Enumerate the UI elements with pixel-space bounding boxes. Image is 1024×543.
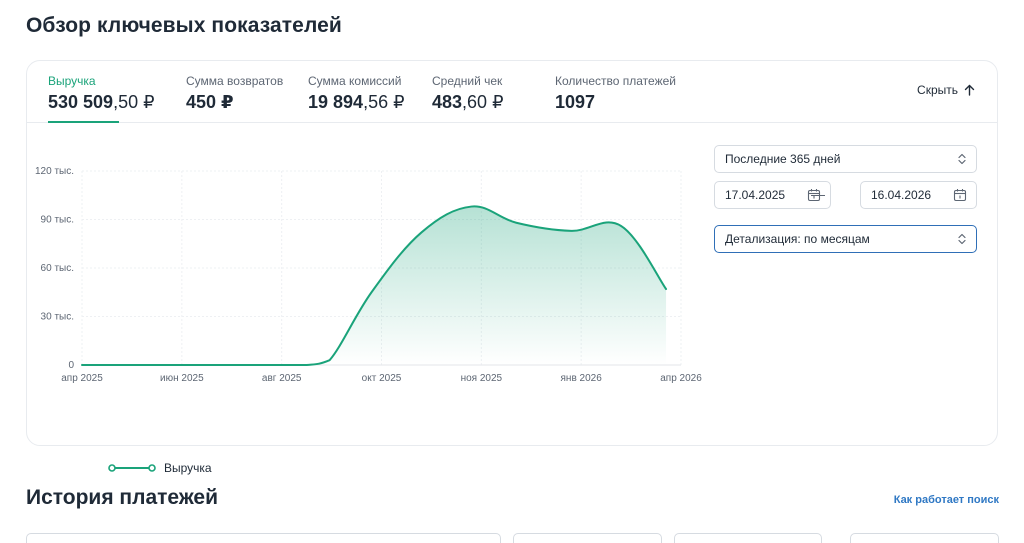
tab-average-check[interactable]: Средний чек 483,60 ₽ (432, 74, 504, 113)
date-to-value: 16.04.2026 (871, 188, 932, 202)
calendar-icon (953, 189, 967, 202)
tab-label: Сумма возвратов (186, 74, 284, 88)
tab-label: Выручка (48, 74, 96, 88)
tab-commissions[interactable]: Сумма комиссий 19 894,56 ₽ (308, 74, 405, 113)
x-tick-label: авг 2025 (262, 373, 302, 384)
tab-payments-count[interactable]: Количество платежей 1097 (555, 74, 676, 113)
metric-tabs: Выручка 530 509,50 ₽ Сумма возвратов 450… (27, 61, 997, 123)
history-search-input[interactable] (26, 533, 501, 543)
history-date-to-field[interactable] (850, 533, 999, 543)
history-period-select[interactable] (513, 533, 662, 543)
x-tick-label: июн 2025 (160, 373, 204, 384)
history-date-from-field[interactable] (674, 533, 822, 543)
x-tick-label: апр 2026 (660, 373, 702, 384)
legend-line-marker (108, 464, 156, 472)
period-select[interactable]: Последние 365 дней (714, 145, 977, 173)
chevron-up-down-icon (958, 153, 966, 165)
tab-revenue[interactable]: Выручка 530 509,50 ₽ (48, 74, 155, 113)
tab-value: 1097 (555, 92, 596, 112)
y-tick-label: 120 тыс. (35, 166, 74, 177)
date-from-value: 17.04.2025 (725, 188, 786, 202)
arrow-up-icon (964, 84, 975, 96)
hide-button[interactable]: Скрыть (917, 83, 975, 97)
y-tick-label: 90 тыс. (41, 215, 74, 226)
series-line-revenue (81, 205, 668, 367)
tab-label: Сумма комиссий (308, 74, 402, 88)
x-tick-label: апр 2025 (61, 373, 103, 384)
granularity-select[interactable]: Детализация: по месяцам (714, 225, 977, 253)
x-tick-label: окт 2025 (362, 373, 402, 384)
y-tick-label: 30 тыс. (41, 312, 74, 323)
active-tab-underline (48, 121, 119, 123)
hide-button-label: Скрыть (917, 83, 958, 97)
history-title: История платежей (26, 486, 219, 509)
series-area-revenue (82, 206, 667, 365)
tab-label: Количество платежей (555, 74, 676, 88)
tab-label: Средний чек (432, 74, 503, 88)
chart-legend[interactable]: Выручка (108, 461, 212, 475)
tab-value: 19 894,56 ₽ (308, 92, 405, 112)
x-tick-label: янв 2026 (561, 373, 603, 384)
y-tick-label: 60 тыс. (41, 263, 74, 274)
search-help-link[interactable]: Как работает поиск (893, 494, 999, 506)
tab-value: 450 ₽ (186, 92, 234, 112)
date-to-field[interactable]: 16.04.2026 (860, 181, 977, 209)
page-title: Обзор ключевых показателей (26, 14, 342, 37)
tab-value: 483,60 ₽ (432, 92, 504, 112)
kpi-card: Выручка 530 509,50 ₽ Сумма возвратов 450… (26, 60, 998, 475)
tab-refunds[interactable]: Сумма возвратов 450 ₽ (186, 74, 283, 113)
granularity-select-value: Детализация: по месяцам (725, 232, 870, 246)
y-tick-label: 0 (68, 360, 74, 371)
period-select-value: Последние 365 дней (725, 152, 841, 166)
chevron-up-down-icon (958, 233, 966, 245)
legend-label: Выручка (164, 461, 212, 475)
x-tick-label: ноя 2025 (461, 373, 503, 384)
revenue-chart: 0 30 тыс. 60 тыс. 90 тыс. 120 тыс. апр 2025 ию… (35, 166, 702, 384)
tab-value: 530 509,50 ₽ (48, 92, 155, 112)
date-range-separator (811, 195, 825, 196)
